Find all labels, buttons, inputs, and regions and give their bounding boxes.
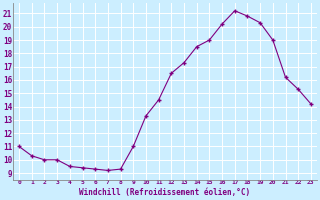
- X-axis label: Windchill (Refroidissement éolien,°C): Windchill (Refroidissement éolien,°C): [79, 188, 251, 197]
